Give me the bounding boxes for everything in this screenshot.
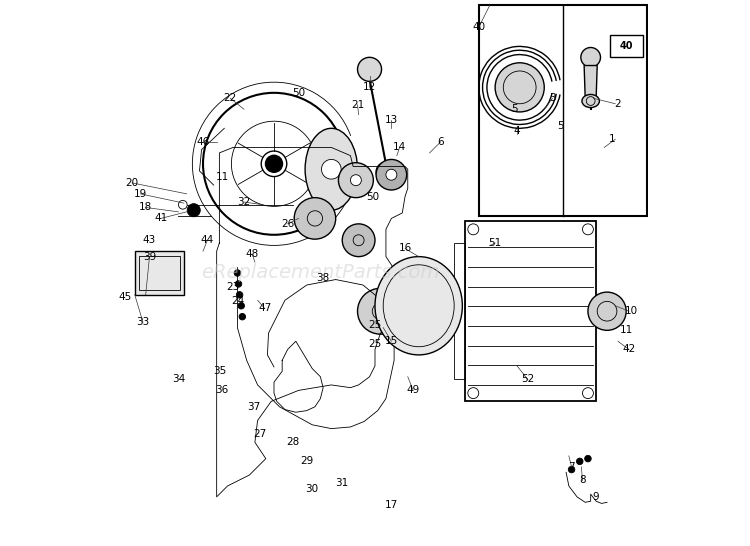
Text: 22: 22 — [224, 93, 237, 103]
Bar — [478, 5, 647, 216]
Text: 34: 34 — [172, 375, 185, 384]
Text: 8: 8 — [579, 476, 586, 485]
Bar — [140, 256, 179, 290]
Text: eReplacementParts.com: eReplacementParts.com — [201, 264, 440, 282]
Text: 49: 49 — [406, 385, 420, 395]
Text: 15: 15 — [385, 336, 398, 346]
Bar — [465, 221, 596, 401]
Circle shape — [238, 302, 244, 309]
Circle shape — [342, 224, 375, 257]
Text: 12: 12 — [363, 82, 376, 92]
Text: 9: 9 — [592, 492, 599, 502]
Text: 26: 26 — [281, 219, 294, 229]
Text: 42: 42 — [622, 345, 635, 354]
Circle shape — [322, 159, 341, 179]
Circle shape — [266, 155, 283, 173]
Circle shape — [580, 48, 601, 67]
Ellipse shape — [375, 257, 462, 355]
Text: 36: 36 — [215, 385, 229, 395]
Text: 43: 43 — [143, 235, 156, 245]
Circle shape — [350, 175, 361, 186]
Text: 30: 30 — [306, 484, 319, 494]
Circle shape — [294, 198, 336, 239]
Circle shape — [386, 169, 397, 180]
Ellipse shape — [582, 94, 599, 108]
Text: 40: 40 — [472, 22, 485, 32]
Text: 35: 35 — [213, 366, 226, 376]
Text: 16: 16 — [398, 244, 412, 253]
Text: 11: 11 — [215, 173, 229, 182]
Text: 47: 47 — [258, 304, 272, 313]
Text: 23: 23 — [226, 282, 240, 292]
Text: 32: 32 — [237, 197, 250, 207]
Circle shape — [234, 270, 241, 276]
Text: 25: 25 — [368, 339, 382, 349]
Text: 6: 6 — [437, 137, 444, 147]
Circle shape — [358, 57, 382, 81]
Bar — [135, 251, 184, 295]
Text: 48: 48 — [245, 249, 259, 259]
Text: 4: 4 — [514, 126, 520, 136]
Text: 20: 20 — [125, 178, 139, 188]
Text: 7: 7 — [568, 462, 574, 472]
Text: 17: 17 — [385, 500, 398, 510]
Circle shape — [239, 313, 245, 320]
Text: 5: 5 — [511, 104, 518, 114]
Ellipse shape — [305, 128, 358, 210]
Text: 29: 29 — [300, 456, 313, 466]
Circle shape — [236, 292, 243, 298]
Text: 21: 21 — [351, 100, 364, 110]
Circle shape — [585, 455, 591, 462]
Text: 40: 40 — [620, 41, 633, 51]
Text: 44: 44 — [201, 235, 214, 245]
Text: 3: 3 — [549, 93, 556, 103]
Circle shape — [338, 163, 374, 198]
Text: 33: 33 — [136, 317, 149, 327]
Circle shape — [376, 159, 406, 190]
Text: 51: 51 — [488, 238, 502, 248]
Text: 46: 46 — [196, 137, 210, 147]
Text: 39: 39 — [143, 252, 156, 262]
Circle shape — [358, 288, 404, 334]
Circle shape — [495, 63, 544, 112]
Circle shape — [588, 292, 626, 330]
Polygon shape — [584, 66, 597, 98]
Bar — [454, 243, 465, 379]
Text: 24: 24 — [231, 296, 244, 306]
Text: 13: 13 — [385, 115, 398, 125]
Text: 25: 25 — [368, 320, 382, 330]
Text: 27: 27 — [254, 429, 267, 439]
Circle shape — [188, 204, 200, 217]
Circle shape — [376, 162, 396, 182]
Text: 38: 38 — [316, 274, 330, 283]
Text: 11: 11 — [620, 325, 633, 335]
Bar — [610, 35, 643, 57]
Text: 2: 2 — [615, 99, 621, 109]
Text: 19: 19 — [134, 189, 147, 199]
Text: 50: 50 — [366, 192, 379, 201]
Text: 31: 31 — [335, 478, 349, 488]
Text: 37: 37 — [248, 402, 260, 412]
Text: 50: 50 — [292, 88, 305, 98]
Text: 45: 45 — [118, 292, 131, 302]
Text: 28: 28 — [286, 437, 300, 447]
Text: 10: 10 — [625, 306, 638, 316]
Text: 18: 18 — [139, 203, 152, 212]
Text: 52: 52 — [521, 375, 535, 384]
Text: 14: 14 — [393, 143, 406, 152]
Circle shape — [577, 458, 583, 465]
Text: 5: 5 — [557, 121, 564, 130]
Text: 1: 1 — [609, 134, 616, 144]
Text: 41: 41 — [154, 213, 167, 223]
Circle shape — [236, 281, 242, 287]
Circle shape — [568, 466, 574, 473]
